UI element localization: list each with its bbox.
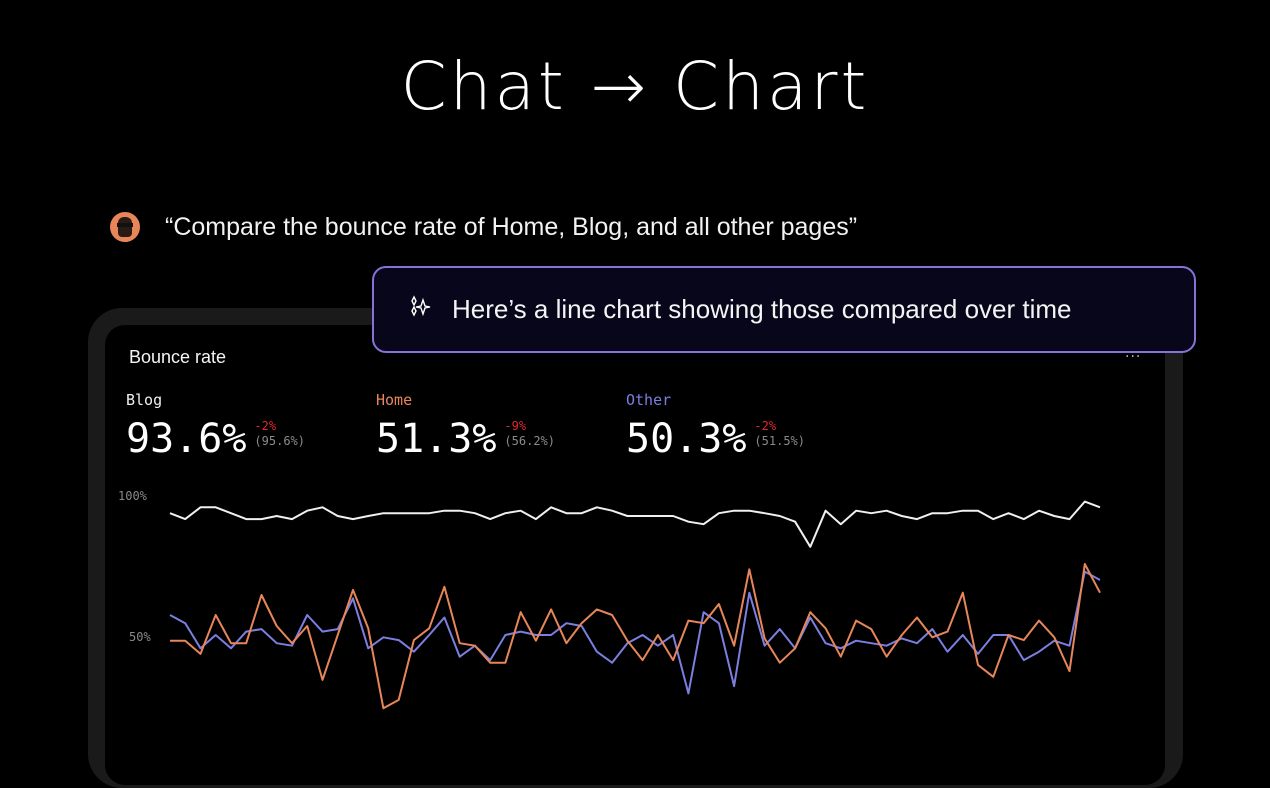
stat-delta: -2% <box>254 419 277 433</box>
sparkle-icon <box>408 295 434 324</box>
assistant-response: Here’s a line chart showing those compar… <box>372 266 1196 353</box>
line-chart: 100% 50% <box>118 489 1101 710</box>
stat-name: Home <box>376 391 413 409</box>
stat-name: Other <box>626 391 672 409</box>
user-prompt: “Compare the bounce rate of Home, Blog, … <box>110 212 857 242</box>
stat-previous: (51.5%) <box>754 434 805 448</box>
stat-delta: -9% <box>504 419 527 433</box>
stat-home: Home 51.3% -9% (56.2%) <box>376 391 555 463</box>
y-tick-label: 50% <box>129 630 151 644</box>
series-line-home <box>170 563 1101 710</box>
response-text: Here’s a line chart showing those compar… <box>452 294 1072 324</box>
stat-other: Other 50.3% -2% (51.5%) <box>626 391 805 463</box>
y-tick-label: 100% <box>118 489 148 503</box>
user-avatar-icon <box>110 212 140 242</box>
stat-value: 93.6% <box>126 416 247 462</box>
chart-card: Bounce rate ... Blog 93.6% -2% (95.6%) Ho… <box>105 325 1165 785</box>
stat-previous: (56.2%) <box>504 434 555 448</box>
stat-delta: -2% <box>754 419 777 433</box>
stat-value: 51.3% <box>376 416 497 462</box>
stat-name: Blog <box>126 391 163 409</box>
card-title: Bounce rate <box>129 347 227 367</box>
prompt-text: “Compare the bounce rate of Home, Blog, … <box>165 212 858 241</box>
series-line-other <box>169 570 1101 695</box>
stat-previous: (95.6%) <box>254 434 305 448</box>
stat-blog: Blog 93.6% -2% (95.6%) <box>126 391 305 463</box>
page-title: Chat → Chart <box>400 48 870 125</box>
stat-value: 50.3% <box>626 416 747 462</box>
series-line-blog <box>169 500 1101 548</box>
